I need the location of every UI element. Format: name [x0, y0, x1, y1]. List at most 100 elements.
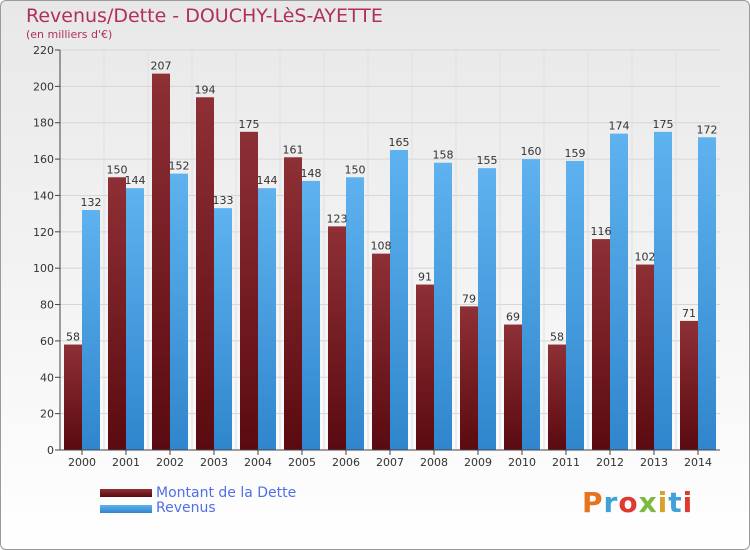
- bar-revenus: [522, 159, 540, 450]
- data-label-dette: 102: [635, 251, 656, 264]
- legend-swatch-debt: [100, 489, 152, 497]
- logo-letter: x: [638, 486, 658, 519]
- tick-label-y: 220: [33, 44, 54, 57]
- data-label-dette: 58: [66, 331, 80, 344]
- data-label-dette: 69: [506, 311, 520, 324]
- data-label-revenus: 132: [81, 196, 102, 209]
- data-label-dette: 58: [550, 331, 564, 344]
- tick-label-x: 2010: [508, 456, 536, 469]
- tick-label-y: 100: [33, 262, 54, 275]
- bar-revenus: [610, 133, 628, 451]
- tick-label-x: 2011: [552, 456, 580, 469]
- data-label-dette: 79: [462, 292, 476, 305]
- tick-label-y: 120: [33, 226, 54, 239]
- logo-letter: r: [603, 486, 619, 519]
- tick-label-x: 2002: [156, 456, 184, 469]
- tick-label-x: 2001: [112, 456, 140, 469]
- tick-label-y: 140: [33, 189, 54, 202]
- bar-revenus: [126, 188, 144, 450]
- bar-dette: [548, 344, 566, 450]
- tick-label-x: 2004: [244, 456, 272, 469]
- bar-revenus: [698, 137, 716, 451]
- data-label-dette: 207: [151, 60, 172, 73]
- logo-letter: t: [668, 486, 683, 519]
- bar-dette: [636, 264, 654, 450]
- tick-label-y: 40: [40, 371, 54, 384]
- logo-letter: P: [582, 486, 604, 519]
- tick-label-y: 80: [40, 299, 54, 312]
- data-label-revenus: 175: [653, 118, 674, 131]
- bar-revenus: [478, 168, 496, 450]
- bar-dette: [152, 73, 170, 451]
- data-label-dette: 150: [107, 163, 128, 176]
- logo-letter: i: [657, 486, 669, 519]
- data-label-revenus: 165: [389, 136, 410, 149]
- data-label-revenus: 160: [521, 145, 542, 158]
- bar-revenus: [390, 150, 408, 450]
- bar-dette: [240, 131, 258, 450]
- data-label-dette: 123: [327, 212, 348, 225]
- bar-dette: [372, 253, 390, 450]
- data-label-dette: 108: [371, 240, 392, 253]
- tick-label-x: 2003: [200, 456, 228, 469]
- chart-subtitle: (en milliers d'€): [26, 28, 113, 41]
- tick-label-x: 2007: [376, 456, 404, 469]
- bar-dette: [680, 320, 698, 450]
- bar-revenus: [214, 208, 232, 450]
- bar-revenus: [82, 210, 100, 450]
- bar-dette: [460, 306, 478, 450]
- data-label-dette: 194: [195, 83, 216, 96]
- tick-label-x: 2006: [332, 456, 360, 469]
- data-label-revenus: 155: [477, 154, 498, 167]
- bar-dette: [592, 239, 610, 450]
- tick-label-y: 180: [33, 117, 54, 130]
- tick-label-x: 2009: [464, 456, 492, 469]
- bar-revenus: [170, 173, 188, 451]
- data-label-revenus: 144: [257, 174, 278, 187]
- tick-label-x: 2000: [68, 456, 96, 469]
- tick-label-x: 2005: [288, 456, 316, 469]
- data-label-dette: 91: [418, 271, 432, 284]
- data-label-dette: 161: [283, 143, 304, 156]
- tick-label-x: 2013: [640, 456, 668, 469]
- legend-label-debt: Montant de la Dette: [156, 485, 297, 501]
- data-label-dette: 175: [239, 118, 260, 131]
- bar-revenus: [258, 188, 276, 450]
- legend-swatch-revenus: [100, 505, 152, 513]
- bar-revenus: [434, 162, 452, 450]
- tick-label-x: 2008: [420, 456, 448, 469]
- data-label-revenus: 159: [565, 147, 586, 160]
- proxiti-logo: Proxiti: [582, 486, 693, 519]
- bar-dette: [328, 226, 346, 450]
- data-label-dette: 116: [591, 225, 612, 238]
- bar-dette: [416, 284, 434, 450]
- data-label-revenus: 158: [433, 149, 454, 162]
- tick-label-y: 20: [40, 408, 54, 421]
- bar-dette: [504, 324, 522, 450]
- chart-title: Revenus/Dette - DOUCHY-LèS-AYETTE: [26, 5, 383, 27]
- tick-label-y: 0: [47, 444, 54, 457]
- bar-revenus: [654, 131, 672, 450]
- bar-revenus: [346, 177, 364, 451]
- data-label-revenus: 174: [609, 120, 630, 133]
- logo-letter: i: [682, 486, 694, 519]
- tick-label-y: 160: [33, 153, 54, 166]
- tick-label-x: 2012: [596, 456, 624, 469]
- logo-letter: o: [618, 486, 639, 519]
- bar-revenus: [566, 160, 584, 450]
- bar-dette: [108, 177, 126, 451]
- tick-label-y: 60: [40, 335, 54, 348]
- data-label-revenus: 172: [697, 123, 718, 136]
- data-label-dette: 71: [682, 307, 696, 320]
- bar-dette: [196, 97, 214, 450]
- tick-label-y: 200: [33, 80, 54, 93]
- data-label-revenus: 133: [213, 194, 234, 207]
- bar-dette: [64, 344, 82, 450]
- data-label-revenus: 152: [169, 160, 190, 173]
- data-label-revenus: 148: [301, 167, 322, 180]
- tick-label-x: 2014: [684, 456, 712, 469]
- data-label-revenus: 144: [125, 174, 146, 187]
- data-label-revenus: 150: [345, 163, 366, 176]
- bar-dette: [284, 157, 302, 451]
